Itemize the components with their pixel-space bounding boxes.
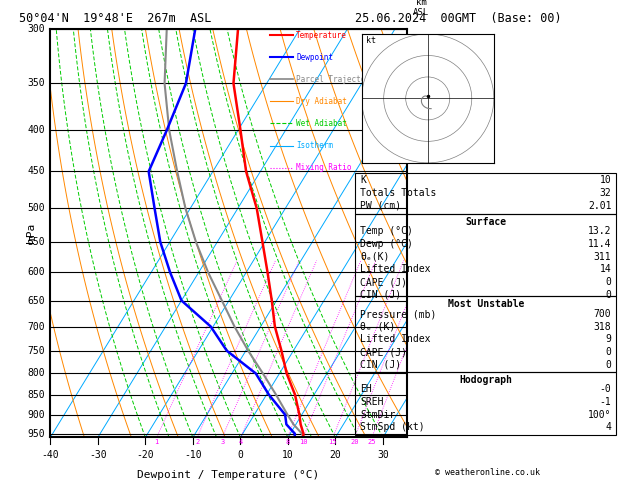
Text: Hodograph: Hodograph xyxy=(459,375,513,385)
Text: StmSpd (kt): StmSpd (kt) xyxy=(360,422,425,433)
Text: 350: 350 xyxy=(27,78,45,88)
Text: 300: 300 xyxy=(27,24,45,34)
Text: Temp (°C): Temp (°C) xyxy=(360,226,413,237)
Text: km
ASL: km ASL xyxy=(413,0,429,17)
Text: 9: 9 xyxy=(606,334,611,345)
Text: K: K xyxy=(360,175,366,186)
Text: CIN (J): CIN (J) xyxy=(360,360,401,370)
Text: Surface: Surface xyxy=(465,217,506,227)
Text: LCL: LCL xyxy=(412,430,427,439)
Text: 3: 3 xyxy=(220,439,225,446)
Text: 25.06.2024  00GMT  (Base: 00): 25.06.2024 00GMT (Base: 00) xyxy=(355,12,562,25)
Text: 650: 650 xyxy=(27,295,45,306)
Text: θₑ (K): θₑ (K) xyxy=(360,322,396,332)
Text: 10: 10 xyxy=(282,450,294,460)
Text: Parcel Trajectory: Parcel Trajectory xyxy=(296,75,375,84)
Text: 30: 30 xyxy=(377,450,389,460)
Text: 500: 500 xyxy=(27,204,45,213)
Text: 14: 14 xyxy=(599,264,611,275)
Text: EH: EH xyxy=(360,384,372,395)
Text: Totals Totals: Totals Totals xyxy=(360,188,437,198)
Text: Pressure (mb): Pressure (mb) xyxy=(360,309,437,319)
Text: CAPE (J): CAPE (J) xyxy=(360,277,408,287)
Text: 311: 311 xyxy=(594,252,611,262)
Text: -20: -20 xyxy=(136,450,154,460)
Text: CIN (J): CIN (J) xyxy=(360,290,401,300)
Text: Dry Adiabat: Dry Adiabat xyxy=(296,97,347,106)
Text: θₑ(K): θₑ(K) xyxy=(360,252,390,262)
Text: 318: 318 xyxy=(594,322,611,332)
Text: © weatheronline.co.uk: © weatheronline.co.uk xyxy=(435,468,540,477)
Text: -0: -0 xyxy=(599,384,611,395)
Text: SREH: SREH xyxy=(360,397,384,407)
Text: Isotherm: Isotherm xyxy=(296,141,333,150)
Text: 0: 0 xyxy=(606,277,611,287)
Text: 600: 600 xyxy=(27,267,45,278)
Text: 5: 5 xyxy=(412,230,418,241)
Text: 2.01: 2.01 xyxy=(588,201,611,211)
Text: Lifted Index: Lifted Index xyxy=(360,334,431,345)
Text: 8: 8 xyxy=(286,439,289,446)
Text: hPa: hPa xyxy=(26,223,36,243)
Text: 2: 2 xyxy=(195,439,199,446)
Text: 20: 20 xyxy=(350,439,359,446)
Text: 32: 32 xyxy=(599,188,611,198)
Text: 850: 850 xyxy=(27,390,45,399)
Text: 3: 3 xyxy=(412,323,418,332)
Text: 950: 950 xyxy=(27,429,45,439)
Text: 800: 800 xyxy=(27,368,45,379)
Text: 13.2: 13.2 xyxy=(588,226,611,237)
Text: 10: 10 xyxy=(299,439,308,446)
Text: Temperature: Temperature xyxy=(296,31,347,40)
Text: Most Unstable: Most Unstable xyxy=(448,299,524,310)
Text: 4: 4 xyxy=(606,422,611,433)
Text: 1: 1 xyxy=(155,439,159,446)
Text: 11.4: 11.4 xyxy=(588,239,611,249)
Text: 10: 10 xyxy=(599,175,611,186)
Text: 0: 0 xyxy=(238,450,243,460)
Text: 2: 2 xyxy=(412,368,418,379)
Text: 20: 20 xyxy=(330,450,342,460)
Text: -40: -40 xyxy=(42,450,59,460)
Text: Dewpoint / Temperature (°C): Dewpoint / Temperature (°C) xyxy=(137,470,320,480)
Text: 15: 15 xyxy=(328,439,337,446)
Text: -30: -30 xyxy=(89,450,107,460)
Text: kt: kt xyxy=(366,35,376,45)
Text: 450: 450 xyxy=(27,167,45,176)
Text: 750: 750 xyxy=(27,346,45,356)
Text: 7: 7 xyxy=(412,132,418,142)
Text: CAPE (J): CAPE (J) xyxy=(360,347,408,357)
Text: Dewp (°C): Dewp (°C) xyxy=(360,239,413,249)
Text: 0: 0 xyxy=(606,347,611,357)
Text: Mixing Ratio: Mixing Ratio xyxy=(296,163,352,172)
Text: 6: 6 xyxy=(412,182,418,192)
Text: 4: 4 xyxy=(238,439,243,446)
Text: 1: 1 xyxy=(412,410,418,420)
Text: Wet Adiabat: Wet Adiabat xyxy=(296,119,347,128)
Text: 700: 700 xyxy=(594,309,611,319)
Text: -10: -10 xyxy=(184,450,202,460)
Text: 0: 0 xyxy=(606,360,611,370)
Text: 100°: 100° xyxy=(588,410,611,420)
Text: 550: 550 xyxy=(27,237,45,247)
Text: 50°04'N  19°48'E  267m  ASL: 50°04'N 19°48'E 267m ASL xyxy=(19,12,211,25)
Text: 700: 700 xyxy=(27,322,45,331)
Text: 25: 25 xyxy=(368,439,376,446)
Text: -1: -1 xyxy=(599,397,611,407)
Text: 0: 0 xyxy=(606,290,611,300)
Text: Dewpoint: Dewpoint xyxy=(296,53,333,62)
Text: Mixing Ratio (g/kg): Mixing Ratio (g/kg) xyxy=(434,186,443,281)
Text: 900: 900 xyxy=(27,410,45,420)
Text: StmDir: StmDir xyxy=(360,410,396,420)
Text: 4: 4 xyxy=(412,278,418,288)
Text: 400: 400 xyxy=(27,125,45,135)
Text: Lifted Index: Lifted Index xyxy=(360,264,431,275)
Text: 8: 8 xyxy=(412,83,418,93)
Text: PW (cm): PW (cm) xyxy=(360,201,401,211)
